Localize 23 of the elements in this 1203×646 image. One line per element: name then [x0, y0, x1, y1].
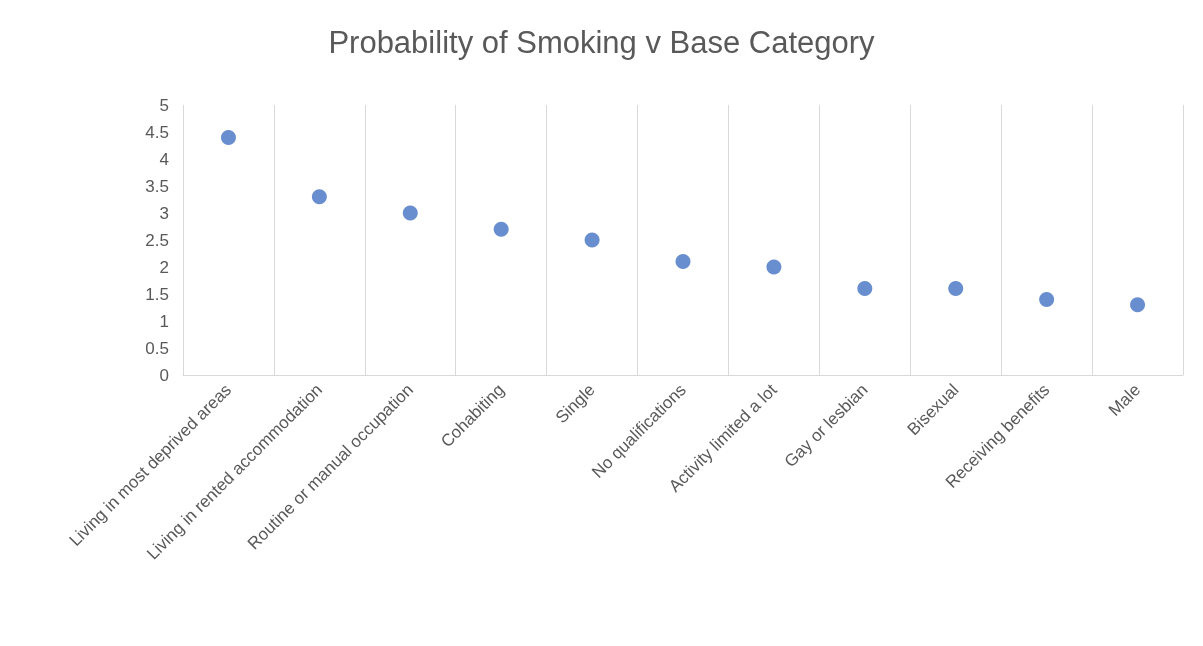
point — [1130, 297, 1146, 313]
y-tick-label: 0.5 — [145, 338, 169, 358]
chart-title: Probability of Smoking v Base Category — [328, 25, 876, 60]
point — [584, 232, 600, 248]
y-tick-label: 1 — [159, 311, 169, 331]
y-tick-label: 5 — [159, 95, 169, 115]
point — [766, 259, 782, 275]
y-tick-label: 0 — [159, 365, 169, 385]
y-tick-label: 3.5 — [145, 176, 169, 196]
y-tick-label: 2.5 — [145, 230, 169, 250]
y-tick-label: 2 — [159, 257, 169, 277]
point — [675, 254, 691, 270]
point — [311, 189, 327, 205]
point — [402, 205, 418, 221]
y-tick-label: 4 — [159, 149, 169, 169]
point — [220, 129, 236, 145]
point — [948, 281, 964, 297]
y-tick-label: 1.5 — [145, 284, 169, 304]
point — [493, 221, 509, 237]
point — [1039, 291, 1055, 307]
point — [857, 281, 873, 297]
y-tick-label: 4.5 — [145, 122, 169, 142]
y-tick-label: 3 — [159, 203, 169, 223]
